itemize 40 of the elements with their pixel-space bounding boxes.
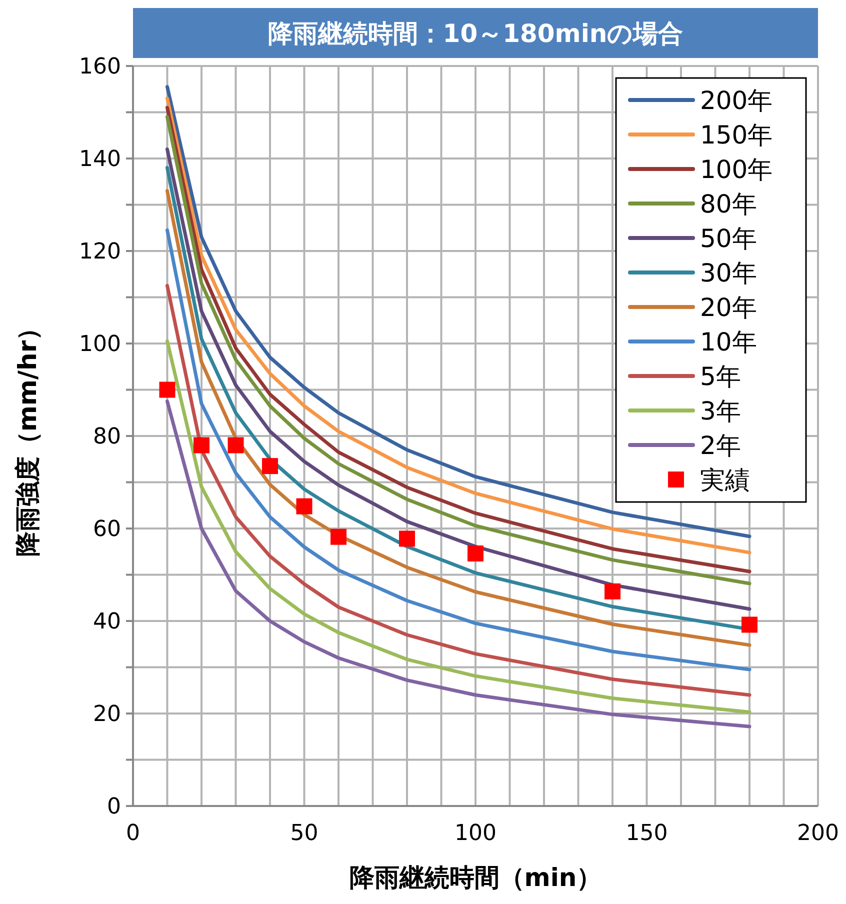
y-tick-label: 80	[93, 424, 121, 450]
y-tick-label: 100	[79, 332, 121, 358]
point	[330, 528, 346, 545]
legend-label: 2年	[700, 430, 741, 460]
y-tick-label: 40	[93, 610, 121, 635]
y-tick-label: 160	[79, 54, 121, 80]
y-axis-title: 降雨強度（mm/hr）	[13, 315, 42, 557]
x-tick-label: 50	[290, 821, 318, 846]
point	[742, 616, 758, 633]
legend-label: 10年	[700, 327, 757, 356]
y-tick-label: 60	[93, 517, 121, 542]
point	[194, 437, 210, 454]
legend-label: 80年	[700, 189, 757, 218]
point	[399, 530, 415, 547]
point	[262, 458, 278, 474]
x-tick-label: 100	[454, 821, 496, 846]
legend-label: 5年	[700, 362, 741, 391]
legend-label: 実績	[700, 465, 750, 494]
y-tick-label: 120	[79, 240, 121, 265]
legend-label: 150年	[700, 120, 773, 150]
point	[228, 437, 244, 454]
legend-label: 100年	[700, 154, 773, 184]
legend-label: 30年	[700, 258, 757, 288]
legend-label: 50年	[700, 224, 757, 253]
y-tick-label: 0	[107, 794, 121, 820]
x-tick-label: 200	[797, 821, 839, 846]
point	[159, 382, 176, 398]
point	[296, 498, 312, 514]
x-tick-label: 0	[126, 821, 140, 846]
y-tick-label: 20	[93, 702, 121, 728]
point	[604, 583, 620, 600]
y-tick-label: 140	[79, 147, 121, 172]
x-axis-title: 降雨継続時間（min）	[349, 863, 602, 892]
legend-label: 20年	[700, 292, 757, 322]
legend-label: 3年	[700, 396, 741, 426]
point	[468, 545, 484, 562]
line-series	[166, 400, 752, 728]
legend-label: 200年	[700, 86, 773, 115]
chart-title: 降雨継続時間：10～180minの場合	[268, 18, 684, 48]
x-tick-label: 150	[626, 821, 668, 846]
